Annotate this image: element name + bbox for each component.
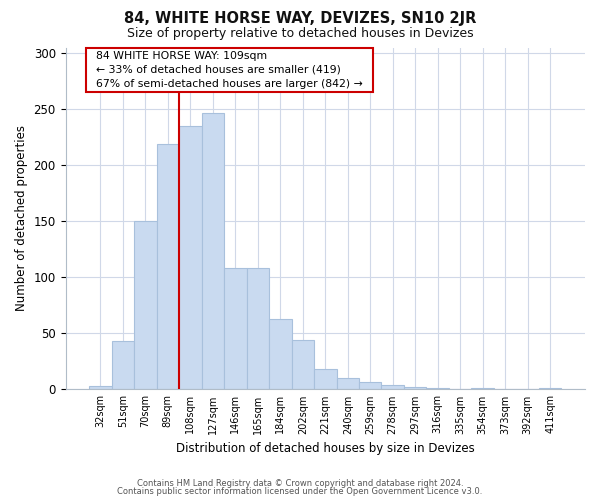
Bar — [337, 378, 359, 390]
Bar — [359, 382, 382, 390]
Text: Size of property relative to detached houses in Devizes: Size of property relative to detached ho… — [127, 28, 473, 40]
Y-axis label: Number of detached properties: Number of detached properties — [15, 126, 28, 312]
Text: Contains public sector information licensed under the Open Government Licence v3: Contains public sector information licen… — [118, 487, 482, 496]
Bar — [224, 268, 247, 390]
Text: 84, WHITE HORSE WAY, DEVIZES, SN10 2JR: 84, WHITE HORSE WAY, DEVIZES, SN10 2JR — [124, 11, 476, 26]
Bar — [472, 388, 494, 390]
Bar — [292, 340, 314, 390]
Bar — [382, 385, 404, 390]
Text: Contains HM Land Registry data © Crown copyright and database right 2024.: Contains HM Land Registry data © Crown c… — [137, 478, 463, 488]
Bar — [404, 387, 427, 390]
X-axis label: Distribution of detached houses by size in Devizes: Distribution of detached houses by size … — [176, 442, 475, 455]
Bar — [247, 268, 269, 390]
Bar — [539, 388, 562, 390]
Text: 84 WHITE HORSE WAY: 109sqm  
  ← 33% of detached houses are smaller (419)  
  67: 84 WHITE HORSE WAY: 109sqm ← 33% of deta… — [89, 51, 370, 89]
Bar — [314, 370, 337, 390]
Bar — [427, 388, 449, 390]
Bar — [269, 319, 292, 390]
Bar — [179, 126, 202, 390]
Bar — [89, 386, 112, 390]
Bar — [202, 112, 224, 390]
Bar — [134, 222, 157, 390]
Bar — [112, 341, 134, 390]
Bar — [157, 144, 179, 390]
